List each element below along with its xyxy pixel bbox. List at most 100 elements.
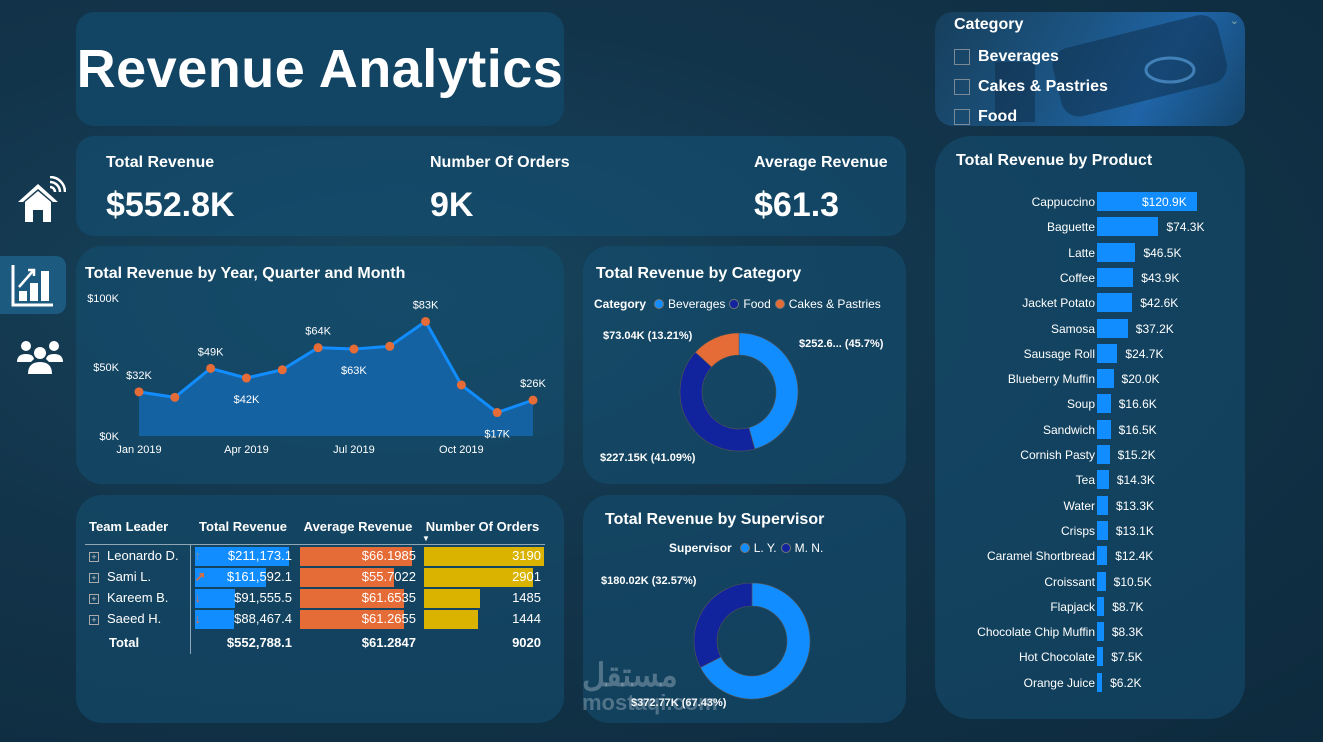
legend-item[interactable]: L. Y. bbox=[753, 541, 777, 555]
donut-slice[interactable] bbox=[693, 582, 753, 668]
data-point[interactable] bbox=[421, 316, 431, 326]
avg-revenue-cell: $66.1985 bbox=[296, 545, 420, 566]
table-row[interactable]: + Kareem B. ↓ $91,555.5 $61.6535 1485 bbox=[85, 587, 545, 608]
bar-category-label: Caramel Shortbread bbox=[986, 549, 1095, 564]
bar[interactable] bbox=[1097, 343, 1118, 363]
donut-slice[interactable] bbox=[679, 351, 756, 452]
bar[interactable] bbox=[1097, 622, 1104, 642]
bar-category-label: Latte bbox=[1068, 245, 1095, 260]
slicer-option-label: Food bbox=[978, 108, 1018, 125]
bar[interactable] bbox=[1097, 571, 1106, 591]
expand-icon[interactable]: + bbox=[89, 552, 99, 562]
slicer-option-food[interactable]: Food bbox=[954, 102, 1108, 126]
y-tick-label: $100K bbox=[87, 293, 119, 305]
slicer-option-beverages[interactable]: Beverages bbox=[954, 42, 1108, 72]
checkbox[interactable] bbox=[954, 48, 970, 65]
donut-slice[interactable] bbox=[738, 332, 799, 450]
data-point[interactable] bbox=[349, 344, 359, 354]
legend-item[interactable]: Food bbox=[743, 297, 771, 311]
team-leader-name: Saeed H. bbox=[107, 611, 162, 626]
row-header[interactable]: + Kareem B. bbox=[85, 587, 191, 608]
bar[interactable] bbox=[1097, 647, 1104, 667]
slicer-option-cakes-pastries[interactable]: Cakes & Pastries bbox=[954, 72, 1108, 102]
cell-value: 3190 bbox=[512, 548, 541, 563]
bar-row: Crisps $13.1K bbox=[935, 520, 1245, 541]
home-icon bbox=[18, 176, 66, 222]
expand-icon[interactable]: + bbox=[89, 594, 99, 604]
chevron-down-icon[interactable]: ⌄ bbox=[1229, 14, 1239, 27]
data-bar bbox=[300, 568, 395, 587]
checkbox[interactable] bbox=[954, 108, 970, 125]
data-bar bbox=[300, 589, 405, 608]
bar-row: Soup $16.6K bbox=[935, 394, 1245, 414]
data-point[interactable] bbox=[134, 387, 144, 397]
cell-value: $211,173.1 bbox=[227, 548, 292, 563]
table-row[interactable]: + Leonardo D. ↑ $211,173.1 $66.1985 3190 bbox=[85, 544, 545, 566]
donut-slice[interactable] bbox=[695, 332, 740, 368]
donut-slice[interactable] bbox=[700, 582, 811, 700]
bar[interactable] bbox=[1097, 672, 1103, 692]
cell-value: 1485 bbox=[512, 590, 541, 605]
column-header[interactable]: Total Revenue bbox=[199, 519, 287, 534]
table-row[interactable]: + Saeed H. ↓ $88,467.4 $61.2655 1444 bbox=[85, 608, 545, 629]
bar[interactable] bbox=[1097, 267, 1134, 287]
row-header[interactable]: + Saeed H. bbox=[85, 608, 191, 629]
sidebar-item-analytics[interactable] bbox=[0, 256, 66, 314]
bar-row: Blueberry Muffin $20.0K bbox=[935, 369, 1245, 389]
kpi-value: $61.3 bbox=[754, 186, 840, 224]
column-header[interactable]: Team Leader bbox=[89, 519, 169, 534]
chart-title: Total Revenue by Product bbox=[956, 152, 1153, 169]
data-point[interactable] bbox=[385, 341, 395, 351]
cell-value: $88,467.4 bbox=[234, 611, 292, 626]
data-bar bbox=[194, 610, 234, 629]
column-header[interactable]: Number Of Orders ▼ bbox=[420, 515, 545, 545]
data-point[interactable] bbox=[170, 392, 180, 402]
bar[interactable] bbox=[1097, 369, 1114, 389]
data-point[interactable] bbox=[456, 380, 466, 390]
bar-row: Orange Juice $6.2K bbox=[935, 672, 1245, 693]
cell-value: 1444 bbox=[512, 611, 541, 626]
data-label: $49K bbox=[198, 346, 224, 358]
bar[interactable] bbox=[1097, 318, 1128, 338]
bar[interactable] bbox=[1097, 192, 1197, 211]
sidebar-item-team[interactable] bbox=[14, 330, 66, 382]
legend-item[interactable]: Cakes & Pastries bbox=[788, 297, 881, 311]
kpi-total-revenue: Total Revenue $552.8K bbox=[106, 154, 235, 225]
sort-desc-icon[interactable]: ▼ bbox=[422, 534, 430, 543]
bar-category-label: Orange Juice bbox=[1023, 675, 1095, 690]
checkbox[interactable] bbox=[954, 78, 970, 95]
bar[interactable] bbox=[1097, 596, 1105, 616]
data-point[interactable] bbox=[277, 365, 287, 375]
data-point[interactable] bbox=[241, 373, 251, 383]
data-point[interactable] bbox=[206, 363, 216, 373]
bar[interactable] bbox=[1097, 495, 1108, 515]
data-point[interactable] bbox=[492, 408, 502, 418]
sidebar-item-home[interactable] bbox=[14, 176, 66, 228]
data-point[interactable] bbox=[313, 343, 323, 353]
bar-value-label: $13.1K bbox=[1115, 523, 1154, 538]
data-point[interactable] bbox=[528, 395, 538, 405]
bar[interactable] bbox=[1097, 293, 1133, 313]
table-row[interactable]: + Sami L. ↗ $161,592.1 $55.7022 2901 bbox=[85, 566, 545, 587]
row-header[interactable]: + Leonardo D. bbox=[85, 544, 191, 566]
row-header[interactable]: + Sami L. bbox=[85, 566, 191, 587]
column-header[interactable]: Average Revenue bbox=[303, 519, 413, 534]
total-revenue-cell: ↑ $211,173.1 bbox=[190, 545, 296, 566]
bar-row: Sandwich $16.5K bbox=[935, 419, 1245, 440]
expand-icon[interactable]: + bbox=[89, 615, 99, 625]
bar[interactable] bbox=[1097, 419, 1111, 439]
bar[interactable] bbox=[1097, 394, 1111, 414]
bar-value-label: $74.3K bbox=[1166, 220, 1205, 235]
bar[interactable] bbox=[1097, 470, 1109, 490]
bar[interactable] bbox=[1097, 445, 1110, 464]
bar[interactable] bbox=[1097, 217, 1159, 237]
bar[interactable] bbox=[1097, 546, 1108, 566]
legend-item[interactable]: Beverages bbox=[668, 297, 726, 311]
bar-row: Tea $14.3K bbox=[935, 470, 1245, 490]
team-leader-name: Kareem B. bbox=[107, 590, 169, 605]
expand-icon[interactable]: + bbox=[89, 573, 99, 583]
avg-revenue-cell: $55.7022 bbox=[296, 566, 420, 587]
bar[interactable] bbox=[1097, 520, 1108, 540]
bar[interactable] bbox=[1097, 242, 1136, 262]
legend-item[interactable]: M. N. bbox=[794, 541, 824, 555]
